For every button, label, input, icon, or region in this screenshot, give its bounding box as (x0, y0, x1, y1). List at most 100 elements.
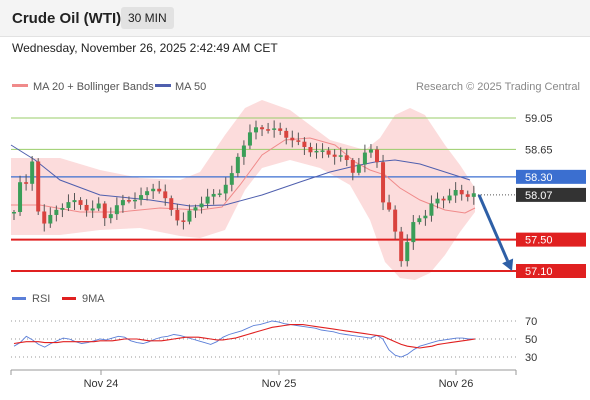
candle-body (356, 164, 361, 173)
time-tick-label: Nov 26 (439, 378, 474, 390)
forecast-arrow-head (502, 258, 514, 271)
candle-body (78, 200, 83, 205)
level-tag-bg-57.50 (516, 232, 586, 247)
timeframe-badge[interactable]: 30 MIN (121, 7, 174, 29)
candle-body (308, 147, 313, 153)
forecast-arrow-group (477, 194, 514, 271)
time-tick-label: Nov 25 (262, 378, 297, 390)
candle-body (205, 196, 210, 204)
candle-body (169, 198, 174, 210)
candle-body (229, 173, 234, 185)
level-label-59.05: 59.05 (525, 113, 553, 125)
candle-body (48, 214, 53, 224)
chart-header: Crude Oil (WTI) 30 MIN (0, 0, 590, 37)
candle-body (381, 162, 386, 203)
candle-body (320, 150, 325, 152)
candle-body (163, 191, 168, 199)
candle-body (471, 193, 476, 197)
candle-body (284, 130, 289, 138)
bollinger-band-area (11, 100, 475, 280)
candle-body (223, 184, 228, 194)
candle-body (133, 199, 137, 202)
ma20-legend-label: MA 20 + Bollinger Bands (33, 81, 154, 93)
candle-body (102, 203, 107, 219)
ma20-line (11, 137, 476, 214)
candle-body (405, 242, 410, 262)
candle-body (350, 160, 355, 173)
candle-body (447, 195, 452, 201)
candle-body (411, 222, 416, 243)
candle-body (344, 155, 349, 161)
rsi-panel: 70 50 30 (11, 316, 537, 364)
level-tag-57.50: 57.50 (525, 235, 553, 247)
level-tag-58.30: 58.30 (525, 172, 553, 184)
candle-body (120, 200, 125, 206)
last-price-tag: 58.07 (525, 190, 553, 202)
research-credit: Research © 2025 Trading Central (416, 81, 580, 93)
candle-body (96, 203, 101, 209)
candle-body (296, 140, 301, 142)
candle-body (151, 188, 156, 192)
candle-body (187, 210, 192, 222)
rsi-tick-50: 50 (525, 334, 537, 346)
candle-body (199, 203, 204, 208)
ma50-line (10, 144, 471, 207)
candle-body (429, 203, 434, 216)
candle-body (12, 212, 16, 214)
moving-averages (10, 137, 476, 214)
candle-body (302, 141, 307, 148)
candle-body (72, 200, 77, 203)
candle-body (453, 189, 458, 196)
rsi-legend-label: RSI (32, 293, 50, 305)
candle-body (217, 193, 222, 195)
candle-body (114, 205, 119, 215)
candle-body (193, 207, 198, 211)
candle-body (30, 161, 35, 184)
candle-body (157, 188, 162, 192)
candle-body (84, 204, 89, 211)
chart-datetime: Wednesday, November 26, 2025 2:42:49 AM … (12, 41, 278, 55)
rsi-tick-30: 30 (525, 352, 537, 364)
candle-body (387, 202, 392, 210)
ma50-legend-swatch (155, 84, 171, 87)
time-axis: Nov 24 Nov 25 Nov 26 (10, 369, 517, 390)
level-tag-bg-57.10 (516, 264, 586, 278)
candle-body (368, 149, 373, 153)
candle-body (211, 193, 216, 197)
time-tick-label: Nov 24 (84, 378, 119, 390)
bollinger-bands (11, 100, 475, 280)
candle-body (126, 200, 131, 202)
candle-body (332, 154, 337, 157)
candle-body (314, 150, 319, 153)
candle-body (266, 129, 271, 131)
candle-body (90, 208, 95, 211)
candle-body (36, 161, 41, 212)
candle-body (241, 145, 246, 157)
candle-body (441, 198, 446, 201)
level-label-58.65: 58.65 (525, 144, 553, 156)
instrument-title: Crude Oil (WTI) (12, 10, 122, 27)
chart-legend: MA 20 + Bollinger Bands MA 50 Research ©… (12, 81, 580, 93)
candle-body (435, 198, 440, 204)
level-tag-bg-58.30 (516, 169, 586, 184)
rsi-tick-70: 70 (525, 316, 537, 328)
candle-body (423, 215, 428, 219)
candle-body (465, 194, 470, 197)
price-levels (11, 117, 516, 272)
candle-body (278, 128, 283, 131)
candle-body (42, 211, 47, 224)
candle-body (247, 132, 252, 146)
candle-body (175, 209, 180, 221)
forecast-arrow (477, 194, 510, 262)
rsi-legend-swatch (12, 297, 26, 300)
level-tag-57.10: 57.10 (525, 266, 553, 278)
candle-body (18, 182, 23, 212)
rsi-ma-legend-swatch (62, 297, 76, 300)
candle-body (338, 155, 343, 157)
level-tags: 59.05 58.65 58.30 57.50 57.10 58.07 (516, 113, 586, 278)
last-price-tag-bg (516, 187, 586, 202)
candle-body (260, 127, 265, 130)
ma50-legend-label: MA 50 (175, 81, 206, 93)
rsi-ma-line (13, 324, 476, 349)
